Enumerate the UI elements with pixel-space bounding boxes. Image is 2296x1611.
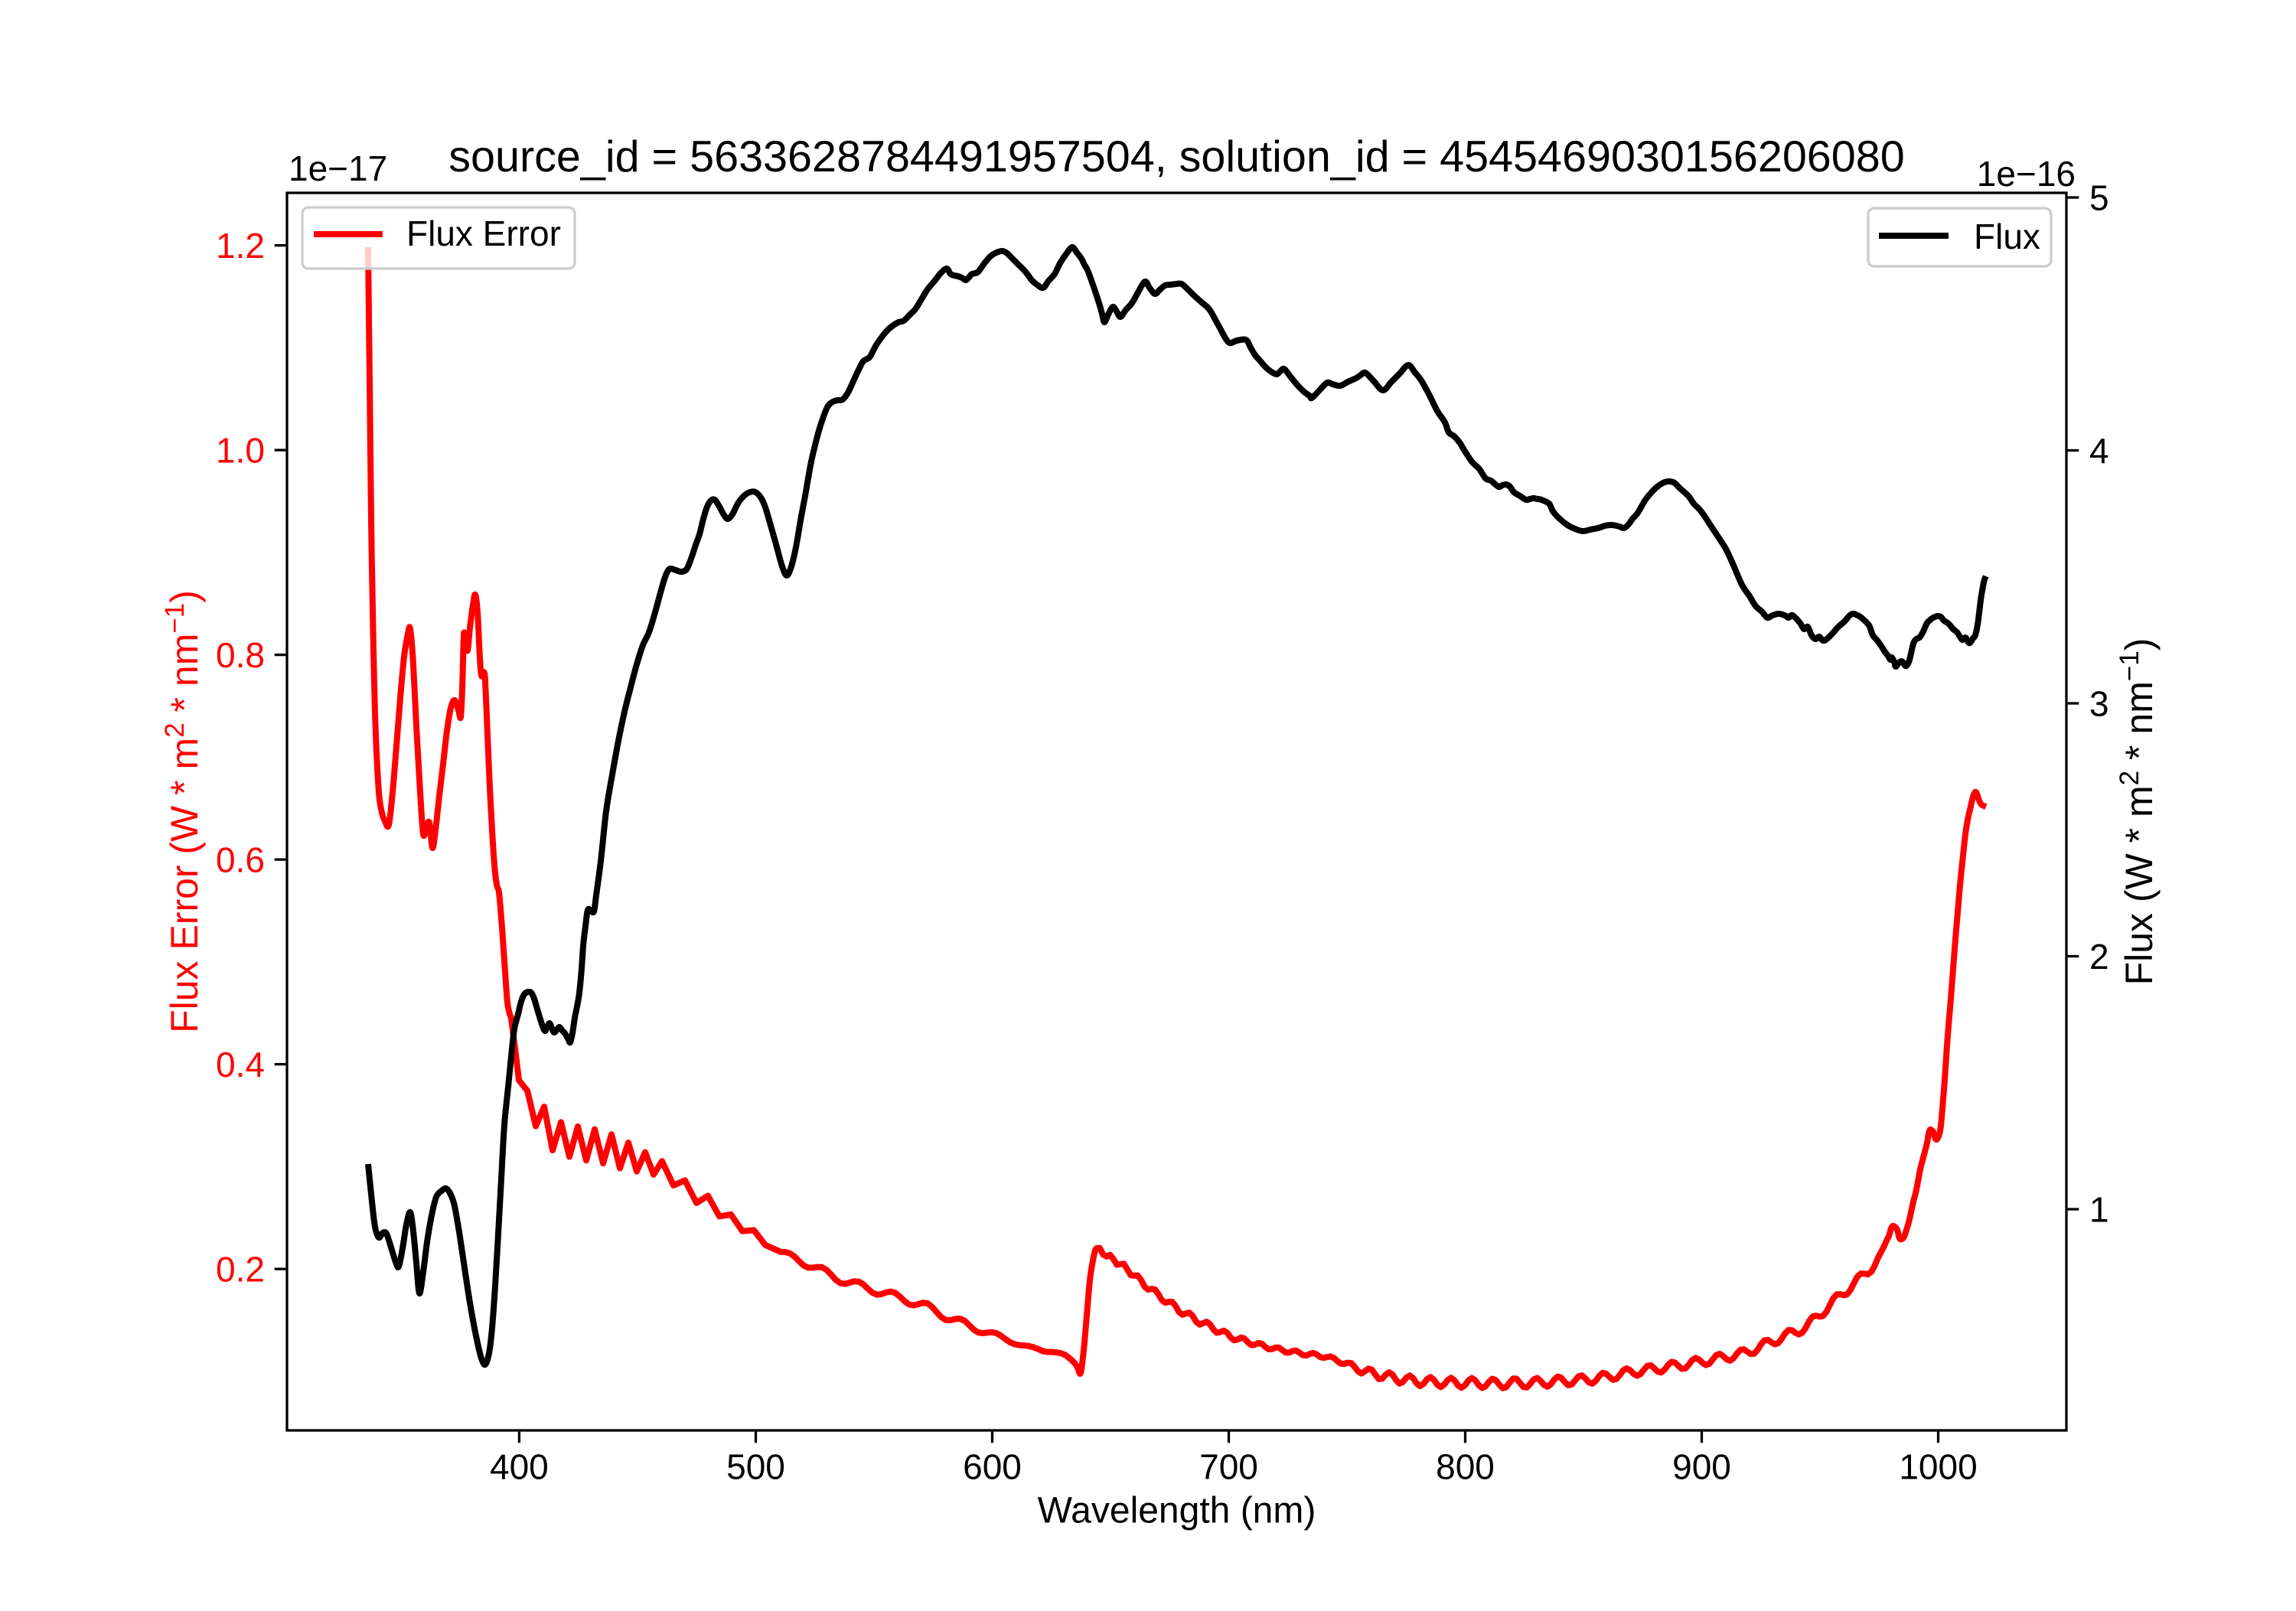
svg-text:900: 900 (1672, 1447, 1731, 1487)
svg-text:0.6: 0.6 (216, 840, 265, 880)
svg-text:5: 5 (2089, 178, 2109, 218)
svg-text:source_id = 563362878449195750: source_id = 5633628784491957504, solutio… (448, 132, 1904, 181)
svg-text:4: 4 (2089, 431, 2109, 471)
svg-text:600: 600 (963, 1447, 1022, 1487)
svg-text:1.2: 1.2 (216, 226, 265, 266)
svg-text:500: 500 (726, 1447, 785, 1487)
svg-text:1e−17: 1e−17 (289, 148, 387, 188)
svg-text:3: 3 (2089, 684, 2109, 724)
svg-text:1e−16: 1e−16 (1977, 154, 2076, 194)
svg-text:700: 700 (1199, 1447, 1258, 1487)
svg-text:Wavelength (nm): Wavelength (nm) (1038, 1491, 1316, 1531)
svg-text:Flux Error (W * m2​ * nm−1​): Flux Error (W * m2​ * nm−1​) (160, 590, 206, 1033)
svg-text:0.8: 0.8 (216, 635, 265, 675)
svg-text:1000: 1000 (1899, 1447, 1977, 1487)
svg-text:Flux Error: Flux Error (406, 214, 561, 253)
svg-text:0.2: 0.2 (216, 1250, 265, 1290)
svg-text:Flux: Flux (1974, 217, 2040, 256)
svg-text:0.4: 0.4 (216, 1045, 265, 1084)
svg-text:800: 800 (1436, 1447, 1495, 1487)
svg-text:1.0: 1.0 (216, 431, 265, 471)
svg-text:400: 400 (490, 1447, 549, 1487)
svg-text:2: 2 (2089, 937, 2109, 977)
svg-text:1: 1 (2089, 1190, 2109, 1230)
svg-text:Flux (W * m2​ * nm−1​): Flux (W * m2​ * nm−1​) (2115, 638, 2161, 986)
